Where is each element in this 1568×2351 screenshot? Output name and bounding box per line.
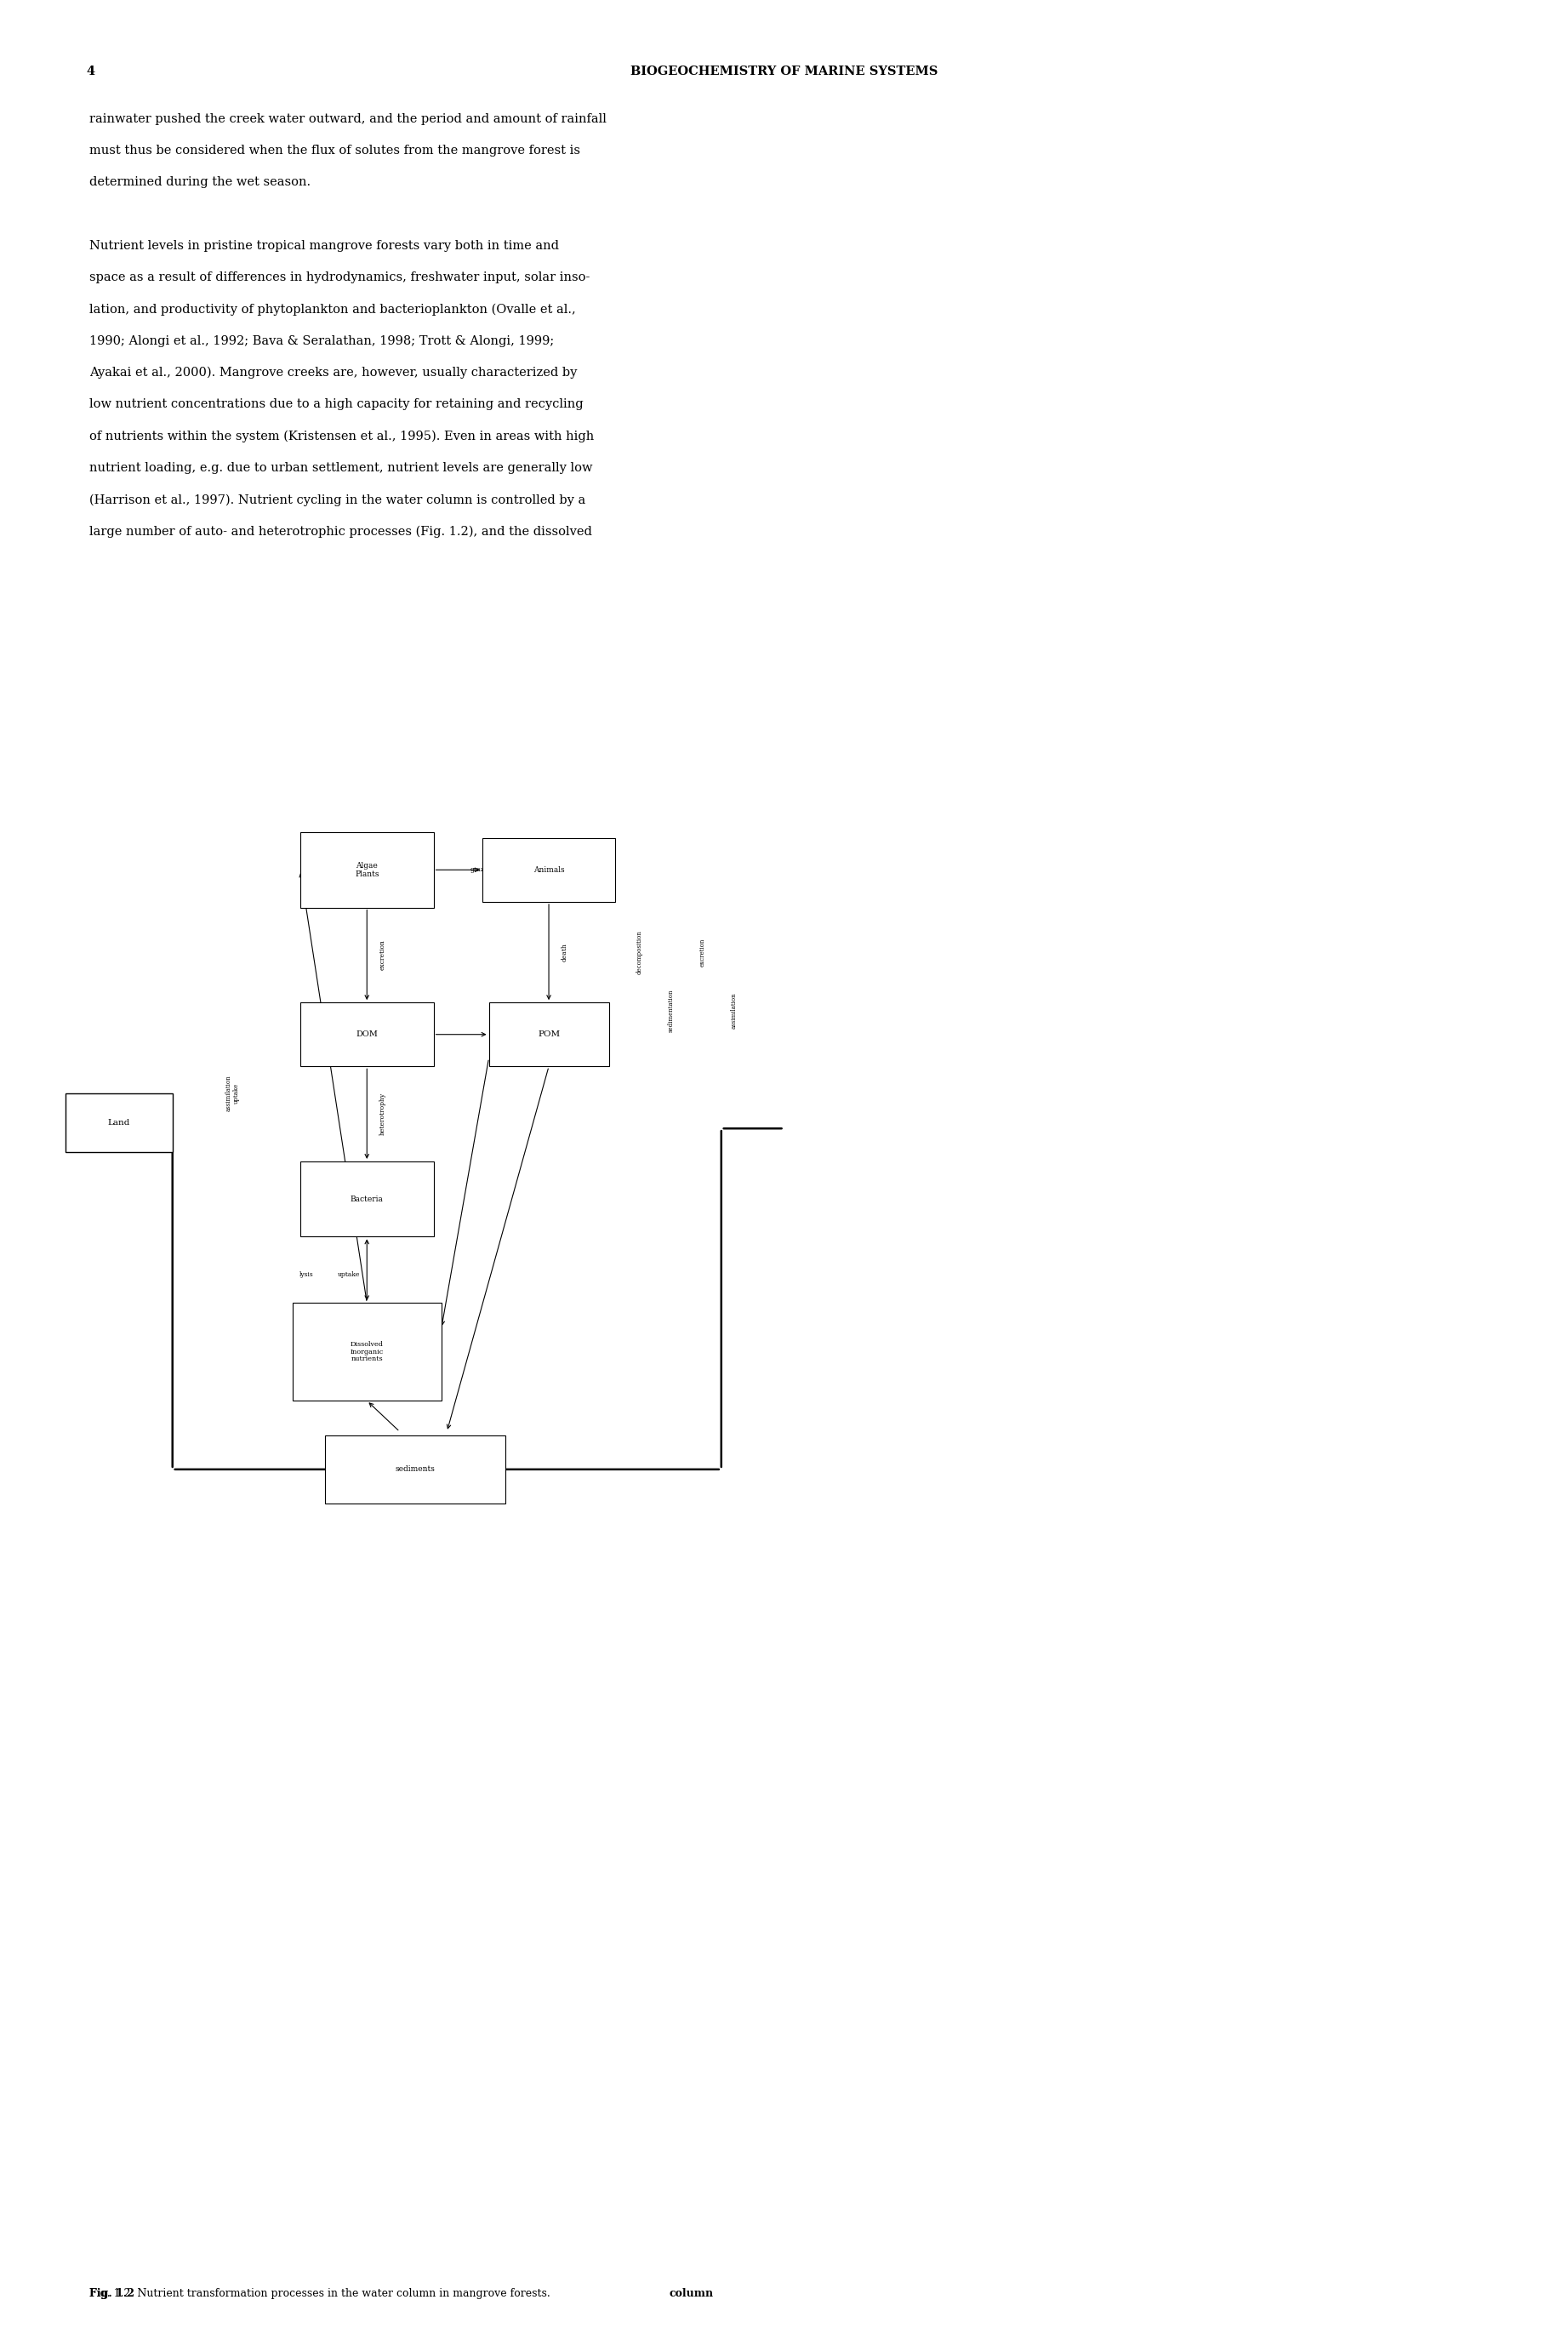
Text: nutrient loading, e.g. due to urban settlement, nutrient levels are generally lo: nutrient loading, e.g. due to urban sett… <box>89 463 593 475</box>
Text: column: column <box>668 2288 713 2299</box>
Text: Animals: Animals <box>533 865 564 875</box>
Text: uptake: uptake <box>337 1272 359 1277</box>
Text: space as a result of differences in hydrodynamics, freshwater input, solar inso-: space as a result of differences in hydr… <box>89 273 590 284</box>
Text: excretion: excretion <box>699 938 706 966</box>
Text: Dissolved
Inorganic
nutrients: Dissolved Inorganic nutrients <box>350 1340 384 1364</box>
Text: DOM: DOM <box>356 1030 378 1039</box>
Text: low nutrient concentrations due to a high capacity for retaining and recycling: low nutrient concentrations due to a hig… <box>89 397 583 411</box>
Text: of nutrients within the system (Kristensen et al., 1995). Even in areas with hig: of nutrients within the system (Kristens… <box>89 430 594 442</box>
Bar <box>301 832 433 907</box>
Text: rainwater pushed the creek water outward, and the period and amount of rainfall: rainwater pushed the creek water outward… <box>89 113 607 125</box>
Bar <box>301 1002 433 1067</box>
Bar <box>326 1436 506 1502</box>
Text: large number of auto- and heterotrophic processes (Fig. 1.2), and the dissolved: large number of auto- and heterotrophic … <box>89 527 593 538</box>
Bar <box>292 1302 442 1401</box>
Text: heterotrophy: heterotrophy <box>379 1093 386 1136</box>
Text: Algae
Plants: Algae Plants <box>354 863 379 877</box>
Text: assimilation
uptake: assimilation uptake <box>224 1074 240 1112</box>
Text: death: death <box>561 943 568 962</box>
Text: grazing: grazing <box>470 868 495 872</box>
Text: lation, and productivity of phytoplankton and bacterioplankton (Ovalle et al.,: lation, and productivity of phytoplankto… <box>89 303 575 315</box>
Text: BIOGEOCHEMISTRY OF MARINE SYSTEMS: BIOGEOCHEMISTRY OF MARINE SYSTEMS <box>630 66 938 78</box>
Bar <box>489 1002 608 1067</box>
Text: 4: 4 <box>86 66 94 78</box>
Bar <box>483 837 615 903</box>
Text: must thus be considered when the flux of solutes from the mangrove forest is: must thus be considered when the flux of… <box>89 146 580 158</box>
Text: sedimentation: sedimentation <box>668 990 674 1032</box>
Text: sediments: sediments <box>395 1465 436 1474</box>
Text: determined during the wet season.: determined during the wet season. <box>89 176 310 188</box>
Text: Ayakai et al., 2000). Mangrove creeks are, however, usually characterized by: Ayakai et al., 2000). Mangrove creeks ar… <box>89 367 577 379</box>
Text: Fig. 1.2: Fig. 1.2 <box>89 2288 135 2299</box>
Text: POM: POM <box>538 1030 560 1039</box>
Text: 1990; Alongi et al., 1992; Bava & Seralathan, 1998; Trott & Alongi, 1999;: 1990; Alongi et al., 1992; Bava & Serala… <box>89 336 554 348</box>
Text: lysis: lysis <box>299 1272 314 1277</box>
Text: Nutrient levels in pristine tropical mangrove forests vary both in time and: Nutrient levels in pristine tropical man… <box>89 240 560 252</box>
Text: decomposition: decomposition <box>637 931 643 973</box>
Text: assimilation: assimilation <box>731 992 737 1030</box>
Bar <box>301 1161 433 1237</box>
Text: Land: Land <box>108 1119 130 1126</box>
Text: Fig. 1.2  Nutrient transformation processes in the water column in mangrove fore: Fig. 1.2 Nutrient transformation process… <box>89 2288 550 2299</box>
Text: Bacteria: Bacteria <box>350 1194 384 1204</box>
Bar <box>66 1093 172 1152</box>
Text: (Harrison et al., 1997). Nutrient cycling in the water column is controlled by a: (Harrison et al., 1997). Nutrient cyclin… <box>89 494 585 505</box>
Text: excretion: excretion <box>379 940 386 971</box>
